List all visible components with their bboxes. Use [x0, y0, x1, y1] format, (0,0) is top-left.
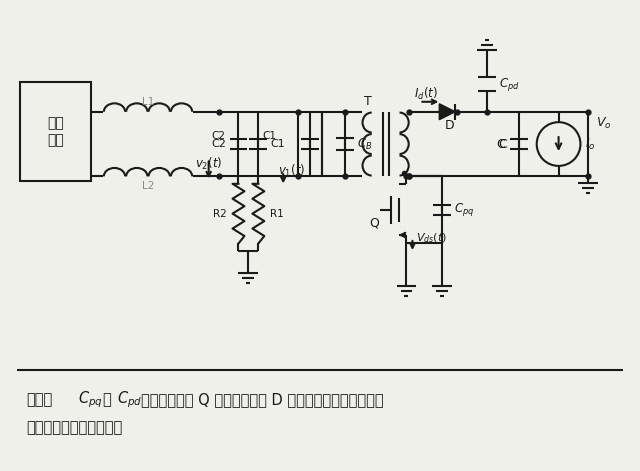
Text: Q: Q [370, 217, 380, 229]
Text: $v_2(t)$: $v_2(t)$ [195, 156, 223, 172]
Text: 供电
电源: 供电 电源 [47, 116, 64, 146]
Text: D: D [444, 119, 454, 132]
Text: R1: R1 [270, 209, 284, 219]
Text: $C_{pq}$: $C_{pq}$ [454, 201, 474, 218]
Text: C2: C2 [212, 139, 227, 149]
Text: $C_{pd}$: $C_{pd}$ [117, 390, 143, 410]
Text: 和: 和 [102, 392, 111, 407]
Text: C1: C1 [270, 139, 285, 149]
Text: 其中：: 其中： [27, 392, 53, 407]
Text: L1: L1 [142, 97, 154, 107]
Text: $C_B$: $C_B$ [356, 137, 372, 152]
Bar [20, 82, 92, 181]
Text: C1: C1 [262, 131, 276, 141]
Text: $V_o$: $V_o$ [596, 116, 612, 131]
Text: 分别为开关管 Q 和整流二极管 D 对地的寄生电容，它是共: 分别为开关管 Q 和整流二极管 D 对地的寄生电容，它是共 [141, 392, 384, 407]
Text: T: T [364, 95, 372, 108]
Text: $I_d(t)$: $I_d(t)$ [415, 86, 438, 102]
Text: L2: L2 [142, 181, 154, 191]
Text: $v_1(t)$: $v_1(t)$ [278, 163, 305, 179]
Text: C: C [496, 138, 505, 151]
Text: $C_{pq}$: $C_{pq}$ [79, 390, 103, 410]
Text: C: C [498, 138, 507, 151]
Polygon shape [439, 104, 455, 120]
Text: $V_{ds}(t)$: $V_{ds}(t)$ [417, 231, 447, 245]
Text: C2: C2 [212, 131, 225, 141]
Text: $C_{pd}$: $C_{pd}$ [499, 76, 520, 93]
Text: 模电流流通的主要路径。: 模电流流通的主要路径。 [27, 420, 123, 435]
Text: R2: R2 [213, 209, 227, 219]
Text: $I_o$: $I_o$ [586, 137, 596, 152]
